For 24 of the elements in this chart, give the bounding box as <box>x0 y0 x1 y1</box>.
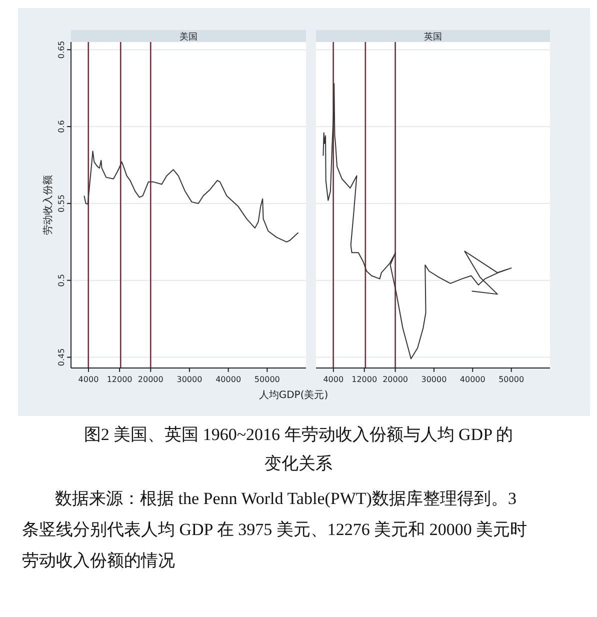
y-tick-label: 0.55 <box>57 194 66 212</box>
x-tick-label: 30000 <box>176 375 202 384</box>
x-tick-label: 12000 <box>352 375 378 384</box>
y-tick-label: 0.45 <box>57 348 66 366</box>
caption: 图2 美国、英国 1960~2016 年劳动收入份额与人均 GDP 的变化关系 <box>84 425 514 473</box>
source-note: 数据来源：根据 the Penn World Table(PWT)数据库整理得到。3 条竖线分别代表人均 GDP 在 3975 美元、12276 美元和 20000 美元时劳动收入份额的情况 <box>22 489 528 570</box>
x-tick-label: 4000 <box>323 375 344 384</box>
x-tick-label: 40000 <box>216 375 242 384</box>
x-axis-title: 人均GDP(美元) <box>258 389 328 401</box>
chart-title: 美国 <box>180 32 198 42</box>
x-tick-label: 4000 <box>78 375 99 384</box>
y-tick-label: 0.5 <box>57 274 66 287</box>
line-series <box>84 150 299 242</box>
y-tick-label: 0.6 <box>57 120 66 133</box>
x-tick-label: 20000 <box>138 375 164 384</box>
chart-title: 英国 <box>424 32 442 42</box>
x-tick-label: 50000 <box>254 375 280 384</box>
x-tick-label: 40000 <box>460 375 486 384</box>
x-tick-label: 30000 <box>421 375 447 384</box>
x-tick-label: 12000 <box>106 375 132 384</box>
x-tick-label: 50000 <box>498 375 524 384</box>
x-tick-label: 20000 <box>382 375 408 384</box>
y-axis-title: 劳动收入份额 <box>42 175 54 235</box>
y-tick-label: 0.65 <box>57 40 66 59</box>
